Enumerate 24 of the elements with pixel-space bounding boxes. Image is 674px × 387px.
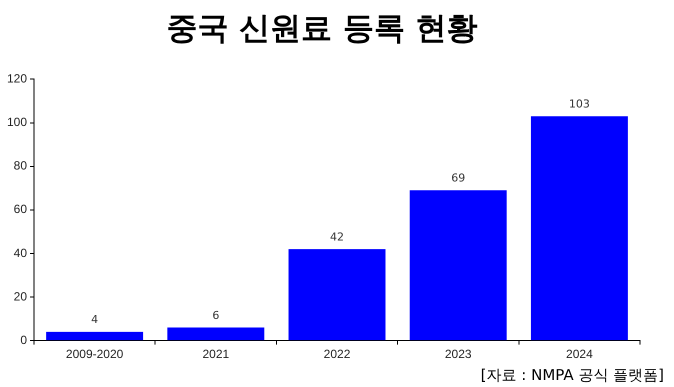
bar (410, 190, 507, 340)
x-tick-label: 2021 (202, 347, 230, 362)
bar (530, 116, 628, 340)
bar (46, 332, 144, 340)
bar (167, 328, 264, 340)
x-tick-label: 2022 (324, 347, 351, 362)
chart-title: 중국 신원료 등록 현황 (166, 10, 478, 47)
bar (288, 249, 386, 340)
data-label: 42 (330, 230, 344, 244)
data-label: 103 (568, 98, 590, 111)
data-label: 6 (212, 308, 220, 322)
text: [자료 : NMPA 공식 플랫폼] (480, 366, 664, 385)
y-tick-label: 60 (14, 202, 28, 216)
y-tick-label: 0 (20, 332, 28, 347)
y-tick-label: 120 (6, 72, 28, 86)
x-tick-label: 2009-2020 (66, 347, 124, 362)
data-label: 4 (91, 313, 98, 326)
y-tick-label: 20 (14, 289, 28, 304)
x-tick-label: 2023 (444, 347, 472, 362)
data-label: 69 (451, 172, 466, 185)
y-tick-label: 100 (6, 115, 28, 130)
x-tick-label: 2024 (566, 347, 594, 362)
y-tick-label: 80 (14, 158, 28, 173)
y-tick-label: 40 (14, 246, 28, 260)
